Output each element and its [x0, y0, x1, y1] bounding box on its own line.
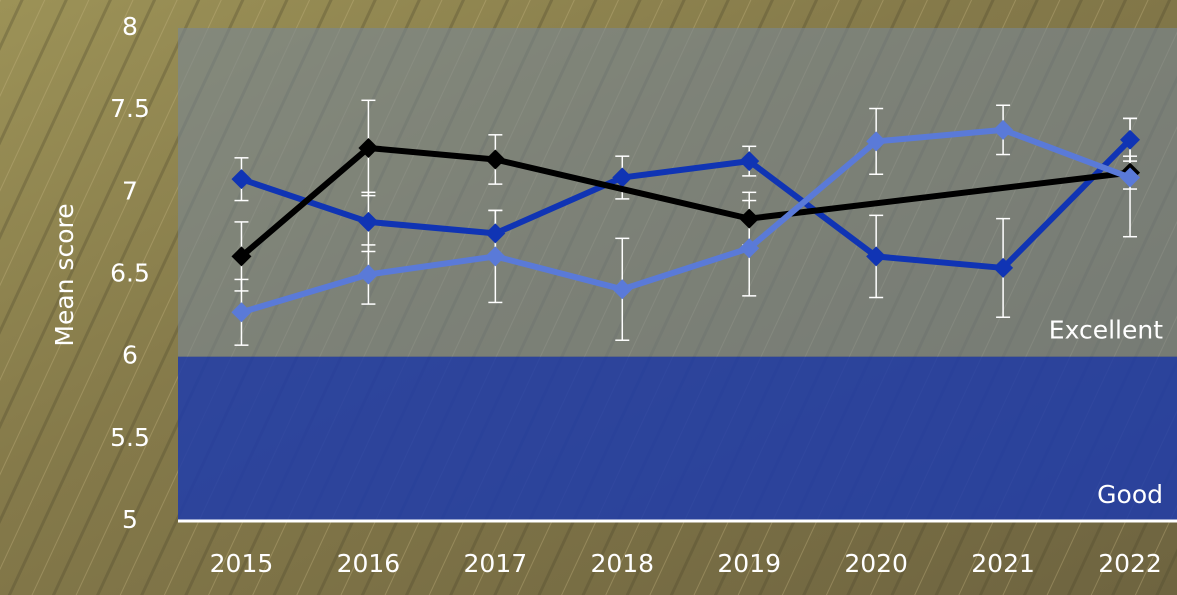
x-tick-label: 2021: [971, 549, 1035, 578]
y-tick-label: 5.5: [110, 423, 150, 452]
y-tick-label: 8: [122, 12, 138, 41]
y-axis-label: Mean score: [50, 203, 79, 346]
x-tick-label: 2017: [464, 549, 528, 578]
x-tick-label: 2022: [1098, 549, 1162, 578]
page: Mean score Excellent Good 5 5.5 6 6.5 7 7.5 8 201…: [0, 0, 1177, 595]
y-tick-label: 7.5: [110, 94, 150, 123]
y-tick-label: 5: [122, 505, 138, 534]
y-tick-label: 7: [122, 176, 138, 205]
x-tick-label: 2016: [337, 549, 401, 578]
band: [178, 357, 1177, 521]
band-label: Excellent: [1049, 316, 1163, 345]
x-tick-label: 2020: [844, 549, 908, 578]
band-label: Good: [1097, 480, 1163, 509]
y-tick-label: 6.5: [110, 259, 150, 288]
y-tick-label: 6: [122, 341, 138, 370]
chart: Mean score Excellent Good 5 5.5 6 6.5 7 7.5 8 201…: [0, 0, 1177, 595]
x-tick-label: 2019: [717, 549, 781, 578]
x-tick-label: 2018: [590, 549, 654, 578]
x-tick-label: 2015: [210, 549, 274, 578]
band: [178, 28, 1177, 357]
